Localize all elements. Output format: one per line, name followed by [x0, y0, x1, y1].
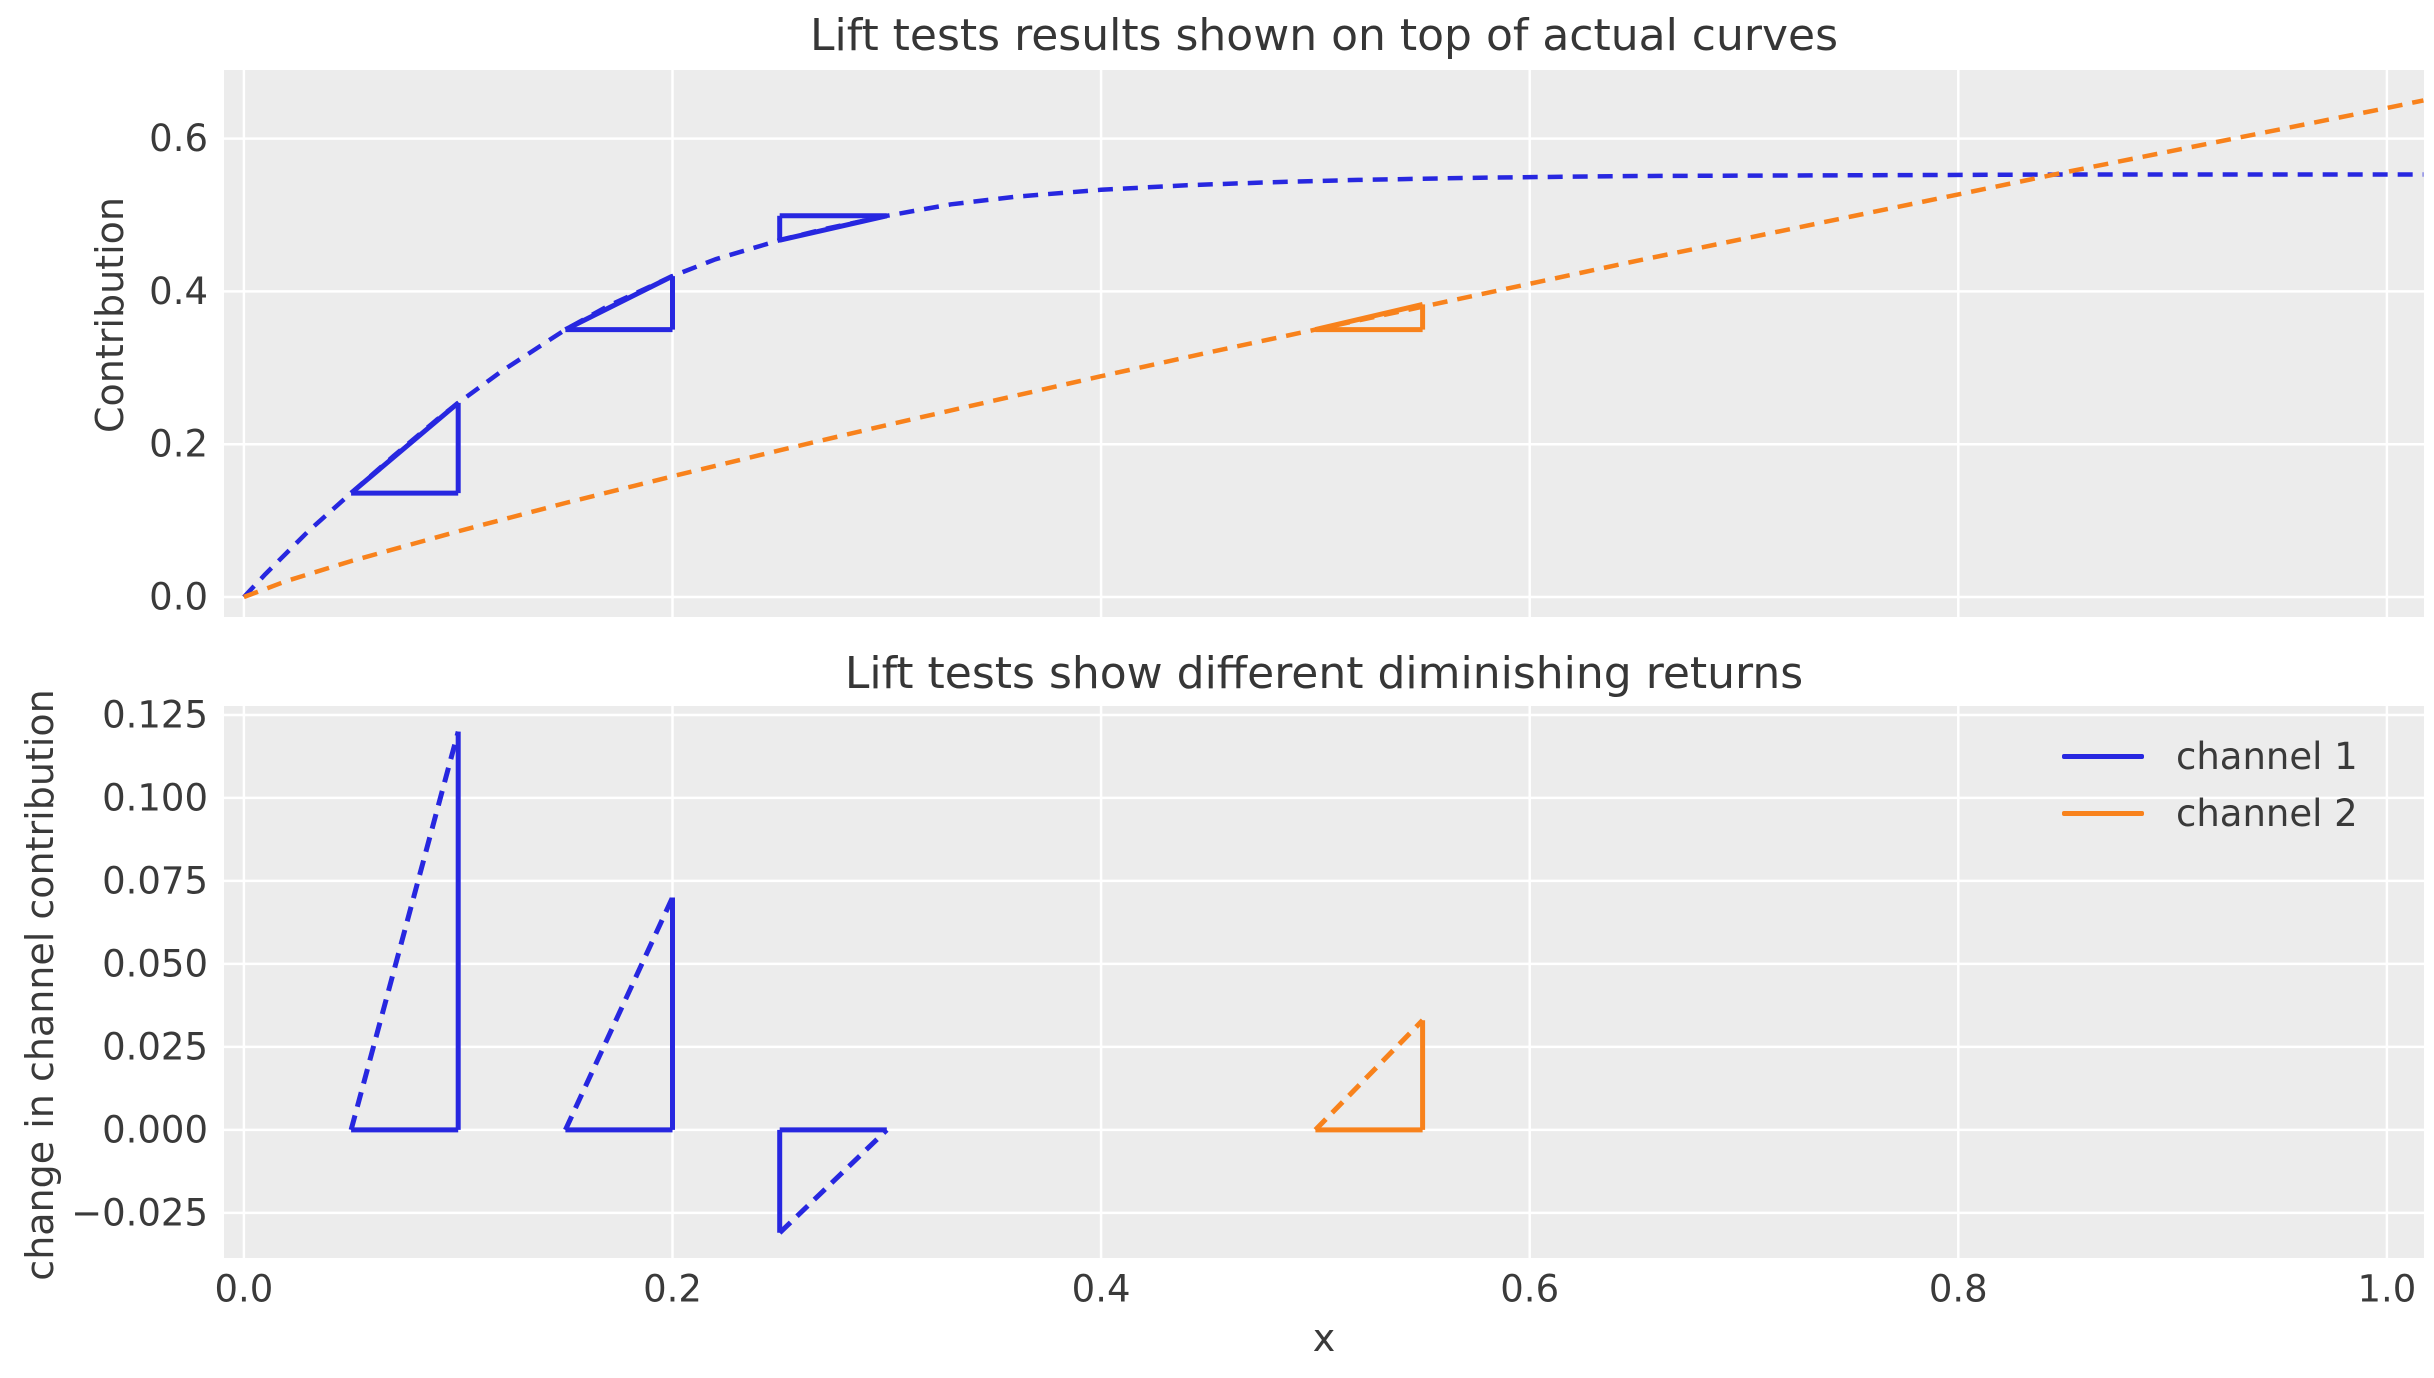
lift-test-hypotenuse [779, 213, 888, 243]
y-tick-label: 0.4 [149, 270, 208, 313]
legend-label-channel-2: channel 2 [2176, 792, 2358, 835]
legend-line-channel-1-icon [2062, 754, 2144, 759]
top-y-axis-label: Contribution [88, 197, 132, 433]
legend-entry-channel-1: channel 1 [2062, 728, 2358, 785]
x-tick-label: 0.8 [1929, 1268, 1988, 1311]
y-tick-label: 0.075 [102, 859, 208, 902]
legend-label-channel-1: channel 1 [2176, 735, 2358, 778]
bottom-chart-title: Lift tests show different diminishing re… [844, 648, 1804, 699]
lift-test-hypotenuse [564, 273, 674, 332]
triangle-hypotenuse [563, 896, 675, 1131]
y-tick-label: 0.125 [102, 694, 208, 737]
x-tick-label: 0.0 [214, 1268, 273, 1311]
y-tick-label: 0.6 [149, 117, 208, 160]
y-tick-label: 0.0 [149, 576, 208, 619]
top-chart-title: Lift tests results shown on top of actua… [809, 10, 1839, 61]
triangle-hypotenuse [348, 730, 461, 1131]
lift-test-hypotenuse [349, 400, 460, 496]
lift-test-hypotenuse [1314, 301, 1424, 333]
y-tick-label: 0.025 [102, 1025, 208, 1068]
y-tick-label: 0.100 [102, 776, 208, 819]
channel-1-curve [242, 172, 2424, 599]
x-axis-label: x [1312, 1316, 1336, 1360]
top-plot-area [224, 70, 2424, 617]
y-tick-label: 0.000 [102, 1108, 208, 1151]
bottom-y-axis-label: change in channel contribution [18, 689, 62, 1281]
x-tick-label: 0.4 [1072, 1268, 1131, 1311]
legend-line-channel-2-icon [2062, 811, 2144, 816]
x-tick-label: 0.2 [643, 1268, 702, 1311]
y-tick-label: 0.2 [149, 423, 208, 466]
x-tick-label: 1.0 [2357, 1268, 2416, 1311]
y-tick-label: 0.050 [102, 942, 208, 985]
triangle-hypotenuse [777, 1128, 889, 1235]
legend-entry-channel-2: channel 2 [2062, 785, 2358, 842]
triangle-hypotenuse [1313, 1018, 1425, 1132]
x-tick-label: 0.6 [1500, 1268, 1559, 1311]
y-tick-label: −0.025 [71, 1191, 208, 1234]
legend: channel 1 channel 2 [2062, 728, 2358, 842]
